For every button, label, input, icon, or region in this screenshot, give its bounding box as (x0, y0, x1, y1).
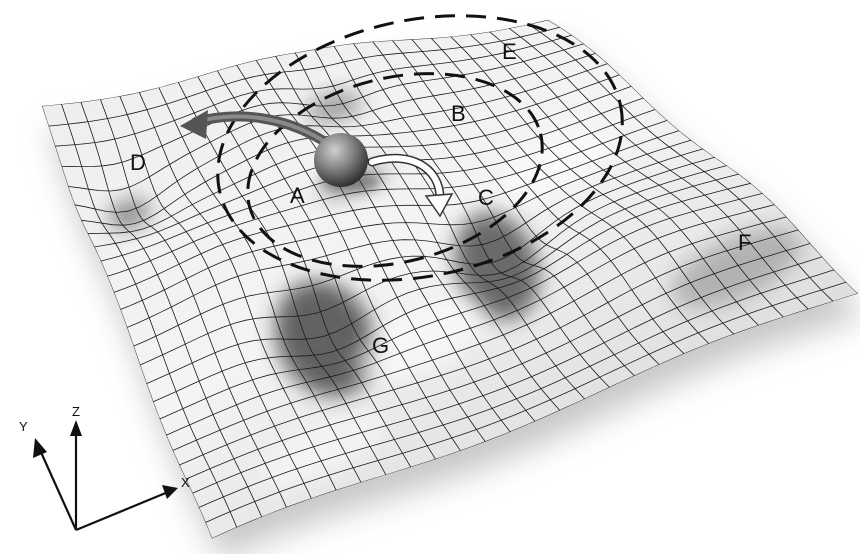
grid-line (469, 34, 759, 326)
grid-line (333, 45, 585, 400)
grid-line (153, 182, 751, 403)
grid-line (508, 27, 809, 310)
grid-line (205, 281, 847, 523)
shading-blob (354, 300, 484, 382)
axis-label-x: X (181, 475, 190, 490)
arrow-to-d (180, 110, 327, 145)
grid-line (430, 37, 710, 344)
label-e: E (502, 39, 517, 64)
shading-blob (306, 91, 362, 123)
arrow-to-c (367, 153, 454, 218)
shading-blob (671, 227, 802, 309)
grid-line (450, 36, 735, 335)
grid-line (166, 204, 775, 436)
grid-line (192, 256, 823, 494)
ball (314, 133, 368, 187)
grid-line (314, 49, 561, 411)
grid-line (126, 148, 704, 328)
grid-line (372, 41, 635, 377)
label-d: D (130, 150, 146, 175)
grid-line (391, 40, 660, 365)
grid-line (133, 156, 716, 347)
grid-line (139, 165, 727, 366)
grid-line (159, 193, 763, 420)
grid-line (489, 31, 784, 318)
grid-line (198, 269, 835, 508)
label-f: F (738, 230, 751, 255)
grid-line (528, 23, 834, 302)
label-g: G (372, 333, 389, 358)
axis-label-y: Y (19, 419, 28, 434)
shading-blob (257, 414, 386, 488)
axis-triad (33, 420, 178, 532)
grid-line (172, 216, 787, 451)
label-b: B (451, 101, 466, 126)
grid-line (146, 173, 739, 385)
label-c: C (478, 185, 494, 210)
grid-line (353, 43, 610, 388)
surface-sheet (42, 19, 858, 539)
grid-line (411, 39, 685, 355)
label-a: A (290, 183, 305, 208)
axis-label-z: Z (72, 404, 80, 419)
grid-line (179, 229, 799, 466)
surface-grid (42, 19, 858, 539)
shading-blob (274, 280, 376, 397)
inner-dashed-ring (246, 72, 544, 268)
outer-dashed-ring (216, 14, 624, 282)
grid-line (185, 243, 811, 480)
